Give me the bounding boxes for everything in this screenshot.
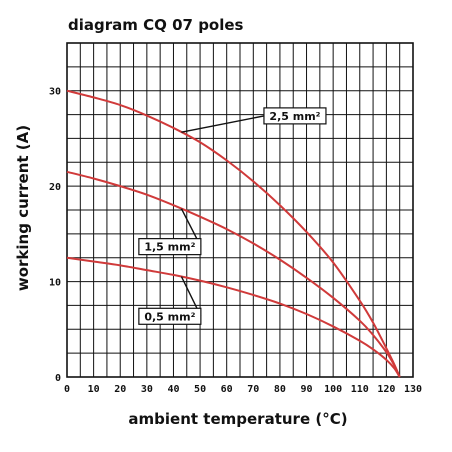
series-line-0 (66, 89, 401, 378)
x-tick-label: 0 (64, 384, 70, 395)
x-tick-label: 110 (351, 384, 369, 395)
series-lines (66, 89, 401, 378)
x-tick-label: 80 (274, 384, 286, 395)
y-tick-label: 0 (55, 373, 61, 384)
x-tick-label: 90 (301, 384, 313, 395)
series-line-2 (66, 256, 401, 378)
y-axis-ticks: 0 10 20 30 (49, 87, 61, 384)
y-tick-label: 10 (49, 278, 61, 289)
annotation-box (138, 238, 202, 256)
x-tick-label: 60 (221, 384, 233, 395)
x-axis-ticks: 0 10 20 30 40 50 60 70 80 90 100 110 120 130 (64, 384, 422, 395)
x-tick-label: 40 (167, 384, 179, 395)
annotation-label: 2,5 mm² (269, 110, 320, 123)
x-tick-label: 30 (141, 384, 153, 395)
chart-title: diagram CQ 07 poles (68, 16, 244, 34)
x-tick-label: 70 (247, 384, 259, 395)
x-axis-label: ambient temperature (°C) (128, 410, 347, 428)
annotation-box (263, 107, 327, 125)
x-tick-label: 130 (404, 384, 422, 395)
x-tick-label: 20 (114, 384, 126, 395)
grid (66, 42, 414, 378)
x-tick-label: 120 (377, 384, 395, 395)
x-tick-label: 10 (88, 384, 100, 395)
annotation-label: 1,5 mm² (144, 241, 195, 254)
y-tick-label: 20 (49, 182, 61, 193)
series-line-1 (66, 170, 401, 378)
annotation-leader (181, 115, 265, 133)
annotation-label: 0,5 mm² (144, 310, 195, 323)
annotations: 2,5 mm² 1,5 mm² 0,5 mm² (138, 107, 327, 325)
x-tick-label: 100 (324, 384, 342, 395)
x-tick-label: 50 (194, 384, 206, 395)
plot-frame (66, 42, 414, 378)
y-axis-label: working current (A) (14, 125, 32, 291)
annotation-box (138, 307, 202, 325)
y-tick-label: 30 (49, 87, 61, 98)
